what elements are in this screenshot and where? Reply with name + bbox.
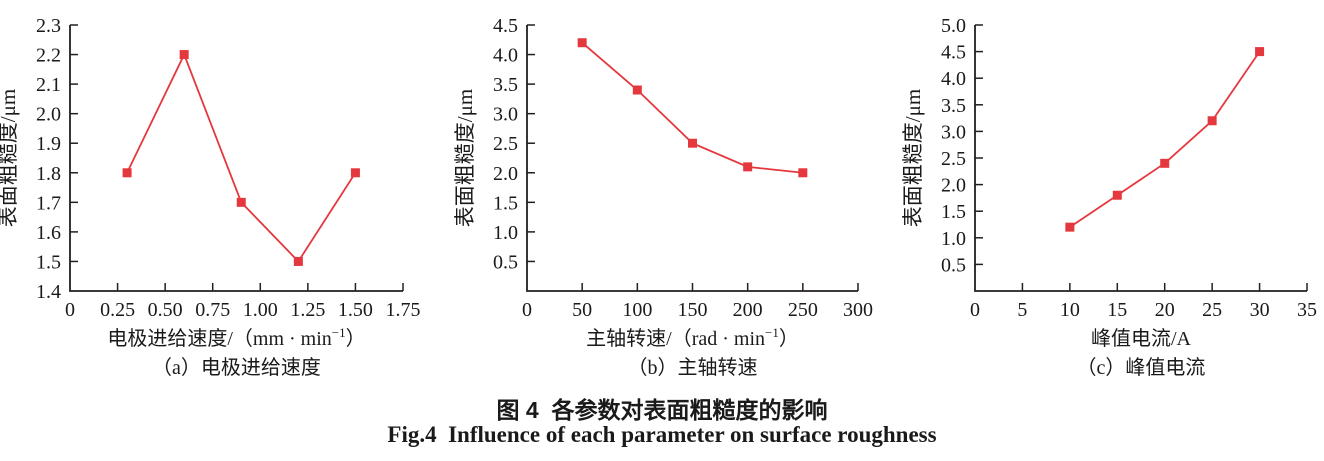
x-axis-label: 峰值电流/A [1091, 327, 1192, 350]
data-point [1255, 47, 1265, 57]
data-point [293, 256, 303, 266]
x-tick-label: 0 [970, 299, 980, 321]
y-tick-label: 0.5 [493, 251, 518, 273]
series-line [126, 52, 357, 263]
subfigure-caption: （b）主轴转速 [628, 356, 758, 379]
figure-title-zh: 图 4 各参数对表面粗糙度的影响 [496, 397, 828, 423]
charts-row: 0 0.25 0.50 0.75 1.00 1.25 1.50 1.75 1.4 1.5 1.6 1.… [0, 0, 1324, 390]
data-point [743, 162, 753, 172]
data-point [1160, 158, 1170, 168]
axes [69, 25, 403, 292]
y-tick-label: 1.5 [493, 192, 518, 214]
y-tick-label: 1.8 [36, 163, 61, 185]
chart-canvas-c: 0 5 10 15 20 25 30 35 0.5 1.0 1.5 2.0 2.5 3.0 3.5 4.0 4.… [901, 15, 1317, 379]
x-tick-label: 20 [1155, 299, 1175, 321]
y-axis-label: 表面粗糙度/μm [453, 89, 477, 227]
x-tick-label: 0 [522, 299, 532, 321]
x-tick-label: 0.50 [148, 299, 183, 321]
chart-canvas-a: 0 0.25 0.50 0.75 1.00 1.25 1.50 1.75 1.4 1.5 1.6 1.… [0, 15, 421, 379]
chart-b-spindle-speed: 0 50 100 150 200 250 300 0.5 1.0 1.5 2.0 2.5 3.0 3.5 4… [440, 0, 880, 390]
x-tick-label: 1.50 [338, 299, 373, 321]
x-tick-label: 15 [1107, 299, 1127, 321]
x-tick-label: 200 [733, 299, 763, 321]
y-tick-label: 1.6 [36, 222, 61, 244]
x-tick-label: 30 [1250, 299, 1270, 321]
data-point [1112, 190, 1122, 200]
data-point [632, 85, 642, 95]
y-axis-label: 表面粗糙度/μm [0, 89, 20, 227]
y-axis-label: 表面粗糙度/μm [901, 89, 925, 227]
x-tick-label: 50 [572, 299, 592, 321]
y-tick-label: 4.0 [493, 45, 518, 67]
y-tick-label: 2.0 [36, 104, 61, 126]
y-tick-label: 1.0 [941, 228, 966, 250]
data-point [350, 168, 360, 178]
y-tick-label: 2.0 [493, 163, 518, 185]
y-tick-label: 3.0 [941, 121, 966, 143]
data-point [577, 38, 587, 48]
data-point [1065, 222, 1075, 232]
x-tick-label: 300 [843, 299, 873, 321]
y-tick-label: 4.5 [493, 15, 518, 37]
data-point [1207, 116, 1217, 126]
x-tick-label: 1.75 [386, 299, 421, 321]
subfigure-caption: （c）峰值电流 [1077, 356, 1206, 379]
y-tick-label: 2.1 [36, 74, 61, 96]
data-point [122, 168, 132, 178]
y-tick-label: 1.9 [36, 133, 61, 155]
figure-title-en: Fig.4 Influence of each parameter on sur… [387, 422, 937, 447]
x-tick-label: 1.25 [290, 299, 325, 321]
y-tick-label: 1.4 [36, 281, 61, 303]
chart-a-electrode-feed-rate: 0 0.25 0.50 0.75 1.00 1.25 1.50 1.75 1.4 1.5 1.6 1.… [0, 0, 440, 390]
x-tick-label: 0.25 [100, 299, 135, 321]
subfigure-caption: （a）电极进给速度 [152, 356, 321, 379]
data-point [688, 138, 697, 148]
y-tick-label: 2.3 [36, 15, 61, 37]
data-point [179, 50, 189, 60]
x-tick-label: 10 [1060, 299, 1080, 321]
data-point [798, 168, 808, 178]
x-axis-label: 主轴转速/（rad · min−1） [586, 325, 799, 350]
y-tick-label: 3.0 [493, 104, 518, 126]
y-tick-label: 2.5 [941, 148, 966, 170]
x-tick-label: 0 [65, 299, 75, 321]
y-tick-label: 3.5 [941, 95, 966, 117]
chart-canvas-b: 0 50 100 150 200 250 300 0.5 1.0 1.5 2.0 2.5 3.0 3.5 4… [453, 15, 873, 379]
series-line [581, 42, 803, 174]
x-tick-label: 35 [1297, 299, 1317, 321]
y-tick-label: 1.0 [493, 222, 518, 244]
y-tick-label: 4.5 [941, 42, 966, 64]
axes [526, 25, 858, 292]
y-tick-label: 0.5 [941, 254, 966, 276]
chart-c-peak-current: 0 5 10 15 20 25 30 35 0.5 1.0 1.5 2.0 2.5 3.0 3.5 4.0 4.… [880, 0, 1324, 390]
x-axis-label: 电极进给速度/（mm · min−1） [107, 325, 365, 350]
x-tick-label: 5 [1017, 299, 1027, 321]
x-tick-label: 100 [622, 299, 652, 321]
x-tick-label: 25 [1202, 299, 1222, 321]
x-tick-label: 0.75 [195, 299, 230, 321]
y-tick-label: 2.0 [941, 175, 966, 197]
x-tick-label: 1.00 [243, 299, 278, 321]
axes [974, 25, 1307, 292]
y-tick-label: 2.2 [36, 45, 61, 67]
y-tick-label: 1.7 [36, 192, 61, 214]
y-tick-label: 3.5 [493, 74, 518, 96]
y-tick-label: 1.5 [941, 201, 966, 223]
x-tick-label: 250 [788, 299, 818, 321]
y-tick-label: 2.5 [493, 133, 518, 155]
x-tick-label: 150 [678, 299, 708, 321]
y-tick-label: 5.0 [941, 15, 966, 37]
series-line [1069, 51, 1261, 228]
y-tick-label: 1.5 [36, 251, 61, 273]
data-point [236, 197, 246, 207]
y-tick-label: 4.0 [941, 68, 966, 90]
